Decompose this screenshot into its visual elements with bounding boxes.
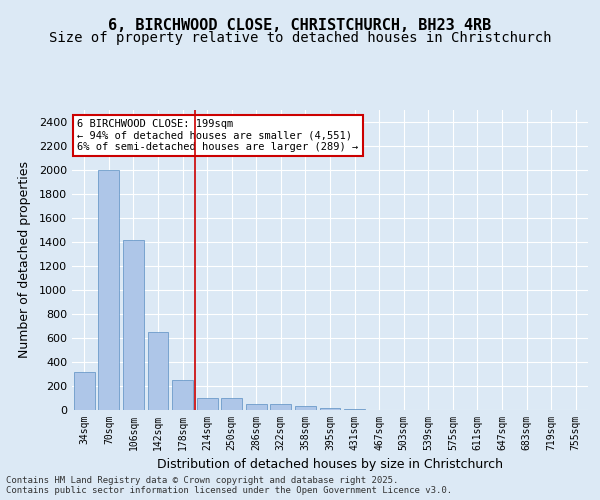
Bar (295, 406, 316, 410)
Text: 6 BIRCHWOOD CLOSE: 199sqm
← 94% of detached houses are smaller (4,551)
6% of sem: 6 BIRCHWOOD CLOSE: 199sqm ← 94% of detac… (77, 119, 358, 152)
Bar (98, 170, 119, 410)
Text: Contains HM Land Registry data © Crown copyright and database right 2025.
Contai: Contains HM Land Registry data © Crown c… (6, 476, 452, 495)
Bar (197, 398, 218, 410)
Text: Size of property relative to detached houses in Christchurch: Size of property relative to detached ho… (49, 31, 551, 45)
Bar (172, 380, 193, 410)
Bar (123, 240, 144, 410)
Bar (271, 404, 292, 410)
Bar (148, 332, 169, 410)
Bar (74, 372, 95, 410)
Bar (221, 398, 242, 410)
Text: 6, BIRCHWOOD CLOSE, CHRISTCHURCH, BH23 4RB: 6, BIRCHWOOD CLOSE, CHRISTCHURCH, BH23 4… (109, 18, 491, 32)
Y-axis label: Number of detached properties: Number of detached properties (17, 162, 31, 358)
Bar (246, 404, 267, 410)
X-axis label: Distribution of detached houses by size in Christchurch: Distribution of detached houses by size … (157, 458, 503, 471)
Bar (320, 408, 340, 410)
